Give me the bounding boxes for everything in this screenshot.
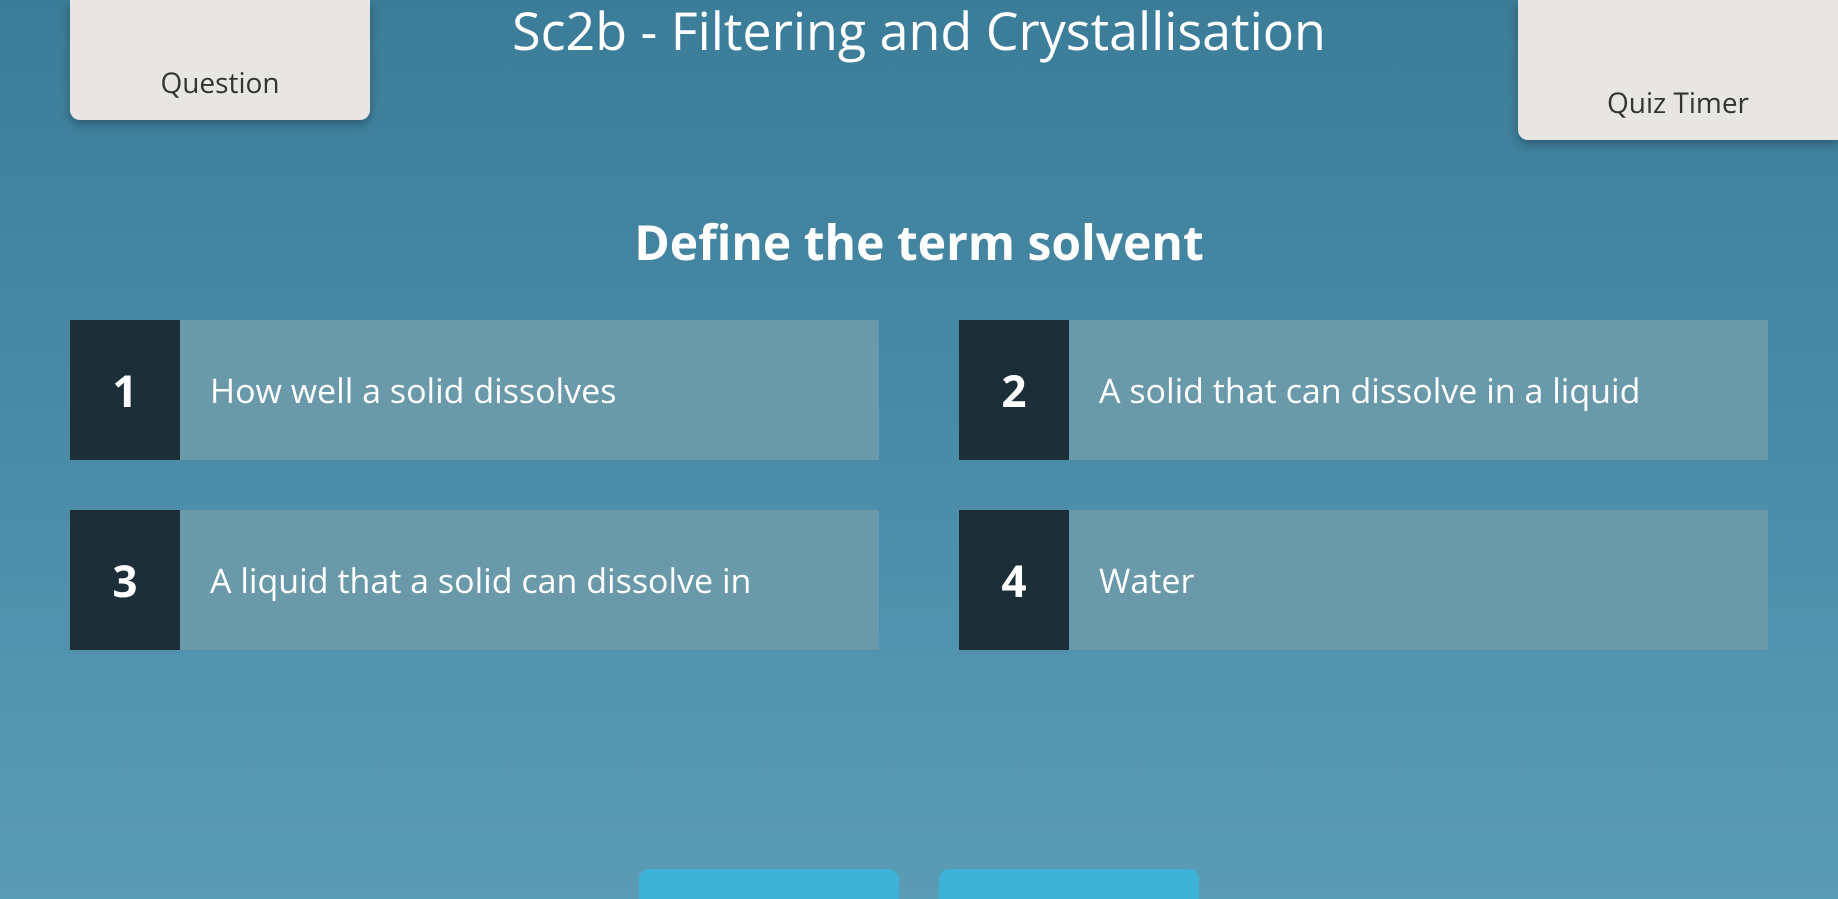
question-prompt: Define the term solvent (0, 210, 1838, 275)
answer-option-1[interactable]: 1 How well a solid dissolves (70, 320, 879, 460)
answer-option-3[interactable]: 3 A liquid that a solid can dissolve in (70, 510, 879, 650)
answer-option-2[interactable]: 2 A solid that can dissolve in a liquid (959, 320, 1768, 460)
bottom-button-right[interactable] (939, 869, 1199, 899)
question-pill-label: Question (160, 64, 279, 102)
quiz-timer-pill: Quiz Timer (1518, 0, 1838, 140)
answers-grid: 1 How well a solid dissolves 2 A solid t… (0, 320, 1838, 650)
timer-pill-label: Quiz Timer (1607, 84, 1749, 122)
bottom-button-left[interactable] (639, 869, 899, 899)
answer-number: 3 (70, 510, 180, 650)
answer-option-4[interactable]: 4 Water (959, 510, 1768, 650)
bottom-buttons-row (639, 869, 1199, 899)
answer-number: 1 (70, 320, 180, 460)
answer-number: 2 (959, 320, 1069, 460)
answer-text: A solid that can dissolve in a liquid (1069, 320, 1768, 460)
answer-number: 4 (959, 510, 1069, 650)
answer-text: How well a solid dissolves (180, 320, 879, 460)
answer-text: A liquid that a solid can dissolve in (180, 510, 879, 650)
answer-text: Water (1069, 510, 1768, 650)
